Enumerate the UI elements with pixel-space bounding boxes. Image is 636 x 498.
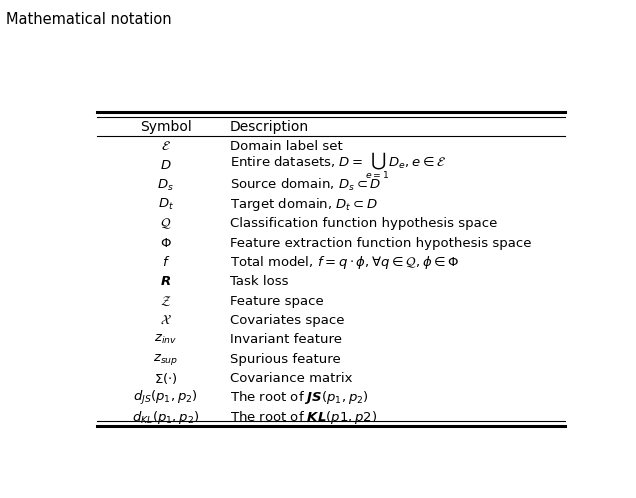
Text: $d_{KL}(p_1, p_2)$: $d_{KL}(p_1, p_2)$	[132, 409, 200, 426]
Text: Target domain, $D_t \subset D$: Target domain, $D_t \subset D$	[230, 196, 378, 213]
Text: Spurious feature: Spurious feature	[230, 353, 341, 366]
Text: Source domain, $D_s \subset D$: Source domain, $D_s \subset D$	[230, 177, 381, 193]
Text: $\mathcal{E}$: $\mathcal{E}$	[161, 140, 170, 153]
Text: The root of $\boldsymbol{JS}(p_1, p_2)$: The root of $\boldsymbol{JS}(p_1, p_2)$	[230, 389, 368, 406]
Text: Total model, $f = q \cdot \phi, \forall q \in \mathcal{Q}, \phi \in \Phi$: Total model, $f = q \cdot \phi, \forall …	[230, 254, 459, 271]
Text: Covariates space: Covariates space	[230, 314, 344, 327]
Text: Entire datasets, $D = \bigcup_{e=1} D_e, e \in \mathcal{E}$: Entire datasets, $D = \bigcup_{e=1} D_e,…	[230, 150, 446, 181]
Text: $\mathcal{Q}$: $\mathcal{Q}$	[160, 217, 172, 231]
Text: $D$: $D$	[160, 159, 172, 172]
Text: $D_s$: $D_s$	[157, 178, 174, 193]
Text: $f$: $f$	[162, 255, 170, 269]
Text: Description: Description	[230, 120, 309, 134]
Text: $\Sigma(\cdot)$: $\Sigma(\cdot)$	[154, 371, 177, 386]
Text: $\mathcal{X}$: $\mathcal{X}$	[160, 314, 172, 327]
Text: Covariance matrix: Covariance matrix	[230, 372, 352, 385]
Text: Domain label set: Domain label set	[230, 140, 343, 153]
Text: $\mathcal{Z}$: $\mathcal{Z}$	[160, 294, 172, 308]
Text: $\Phi$: $\Phi$	[160, 237, 172, 249]
Text: $z_{sup}$: $z_{sup}$	[153, 352, 178, 367]
Text: Classification function hypothesis space: Classification function hypothesis space	[230, 217, 497, 230]
Text: $\boldsymbol{R}$: $\boldsymbol{R}$	[160, 275, 171, 288]
Text: The root of $\boldsymbol{KL}(p1, p2)$: The root of $\boldsymbol{KL}(p1, p2)$	[230, 409, 377, 426]
Text: $z_{inv}$: $z_{inv}$	[155, 333, 177, 346]
Text: Symbol: Symbol	[140, 120, 191, 134]
Text: Invariant feature: Invariant feature	[230, 333, 342, 346]
Text: Task loss: Task loss	[230, 275, 288, 288]
Text: Feature space: Feature space	[230, 295, 324, 308]
Text: $d_{JS}(p_1, p_2)$: $d_{JS}(p_1, p_2)$	[134, 389, 198, 407]
Text: $D_t$: $D_t$	[158, 197, 174, 212]
Text: Feature extraction function hypothesis space: Feature extraction function hypothesis s…	[230, 237, 531, 249]
Text: Mathematical notation: Mathematical notation	[6, 12, 172, 27]
